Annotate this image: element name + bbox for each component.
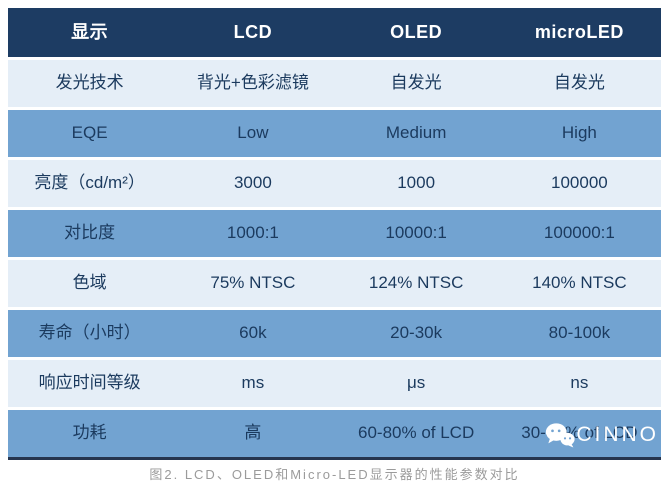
table-row-contrast: 对比度 1000:1 10000:1 100000:1: [8, 210, 661, 257]
cell-value: ms: [241, 373, 265, 393]
table-bottom-border: [8, 457, 661, 460]
table-header-row: 显示 LCD OLED microLED: [8, 8, 661, 57]
cell-value: 1000: [397, 173, 436, 193]
cell-value: 100000: [551, 173, 608, 193]
figure-caption: 图2. LCD、OLED和Micro-LED显示器的性能参数对比: [149, 467, 520, 482]
row-label: 色域: [72, 273, 107, 293]
row-label: 寿命（小时）: [38, 323, 141, 343]
table-row-eqe: EQE Low Medium High: [8, 110, 661, 157]
row-label: EQE: [71, 123, 108, 143]
cell-value: 60-80% of LCD: [358, 423, 475, 443]
cell-value: 1000:1: [226, 223, 279, 243]
table-row-response-time: 响应时间等级 ms μs ns: [8, 360, 661, 407]
cell-value: 3000: [233, 173, 272, 193]
table-row-lifetime: 寿命（小时） 60k 20-30k 80-100k: [8, 310, 661, 357]
row-label: 对比度: [64, 223, 116, 243]
table-row-emission-tech: 发光技术 背光+色彩滤镜 自发光 自发光: [8, 60, 661, 107]
header-cell-display: 显示: [71, 21, 109, 42]
cell-value: 自发光: [390, 73, 442, 93]
watermark-label: CINNO: [576, 423, 659, 446]
comparison-table: 显示 LCD OLED microLED 发光技术 背光+色彩滤镜 自发光 自发…: [8, 8, 661, 460]
cell-value: 124% NTSC: [368, 273, 464, 293]
cell-value: 140% NTSC: [532, 273, 627, 293]
cell-value: 高: [244, 423, 262, 443]
table-row-brightness: 亮度（cd/m²） 3000 1000 100000: [8, 160, 661, 207]
cell-value: High: [561, 123, 597, 143]
cell-value: 背光+色彩滤镜: [196, 73, 309, 93]
header-cell-lcd: LCD: [233, 21, 273, 42]
row-label: 响应时间等级: [38, 373, 141, 393]
cell-value: 75% NTSC: [210, 273, 296, 293]
row-label: 亮度（cd/m²）: [34, 173, 145, 193]
cell-value: 自发光: [553, 73, 605, 93]
cell-value: Low: [237, 123, 269, 143]
cell-value: 20-30k: [390, 323, 443, 343]
cell-value: ns: [570, 373, 589, 393]
cinno-watermark: CINNO: [545, 422, 659, 448]
cell-value: Medium: [385, 123, 447, 143]
table-row-gamut: 色域 75% NTSC 124% NTSC 140% NTSC: [8, 260, 661, 307]
cell-value: 80-100k: [548, 323, 611, 343]
row-label: 功耗: [72, 423, 107, 443]
wechat-icon: [545, 422, 575, 448]
row-label: 发光技术: [55, 73, 124, 93]
cell-value: μs: [406, 373, 426, 393]
cell-value: 100000:1: [543, 223, 615, 243]
header-cell-oled: OLED: [390, 21, 443, 42]
cell-value: 10000:1: [385, 223, 447, 243]
header-cell-microled: microLED: [534, 21, 624, 42]
cell-value: 60k: [239, 323, 267, 343]
